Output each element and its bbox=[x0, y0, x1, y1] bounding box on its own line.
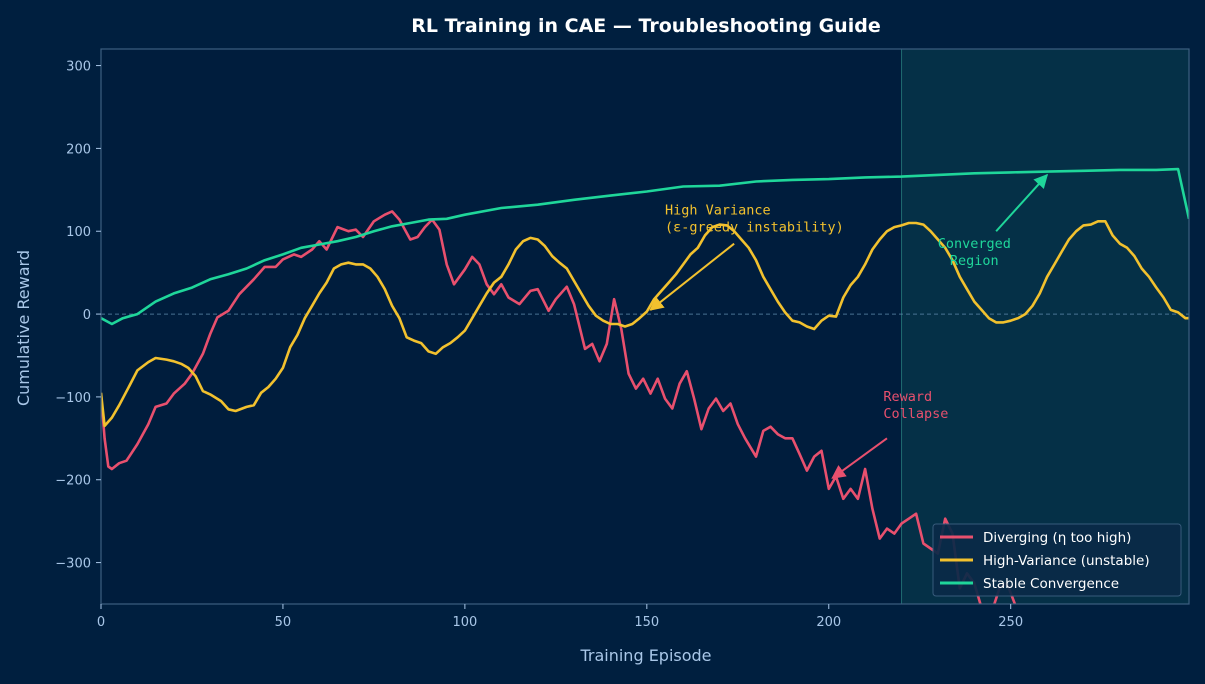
annotation-arrow bbox=[831, 437, 888, 479]
x-tick-label: 100 bbox=[452, 615, 477, 630]
x-tick-label: 200 bbox=[816, 615, 841, 630]
legend-label: Diverging (η too high) bbox=[983, 530, 1131, 546]
y-tick-label: 300 bbox=[66, 60, 91, 75]
x-tick-label: 150 bbox=[634, 615, 659, 630]
y-tick-label: −300 bbox=[55, 557, 91, 572]
converged-region-shading bbox=[901, 49, 1189, 604]
plot-area bbox=[101, 49, 1189, 604]
y-tick-label: 200 bbox=[66, 142, 91, 157]
y-tick-label: 100 bbox=[66, 225, 91, 240]
y-tick-label: 0 bbox=[83, 308, 91, 323]
x-tick-label: 250 bbox=[998, 615, 1023, 630]
annotation-text: Reward bbox=[883, 389, 932, 405]
annotation-text: Region bbox=[950, 253, 999, 269]
annotation-text: Converged bbox=[938, 236, 1011, 252]
y-axis-label: Cumulative Reward bbox=[14, 250, 33, 406]
legend bbox=[932, 523, 1182, 597]
legend-label: Stable Convergence bbox=[983, 576, 1119, 592]
x-tick-label: 50 bbox=[275, 615, 292, 630]
annotation-text: High Variance bbox=[665, 203, 771, 219]
annotation-text: Collapse bbox=[883, 406, 948, 422]
annotation-arrow bbox=[649, 242, 735, 311]
x-axis-label: Training Episode bbox=[579, 646, 711, 665]
annotation-arrow bbox=[995, 173, 1049, 232]
x-tick-label: 0 bbox=[97, 615, 105, 630]
y-tick-label: −100 bbox=[55, 391, 91, 406]
chart-title: RL Training in CAE — Troubleshooting Gui… bbox=[411, 15, 880, 37]
annotation-text: (ε-greedy instability) bbox=[665, 220, 844, 236]
legend-label: High-Variance (unstable) bbox=[983, 553, 1150, 569]
series-line-stable bbox=[101, 167, 1189, 326]
series-line-diverging bbox=[101, 210, 1017, 604]
plot-frame bbox=[100, 48, 1190, 605]
y-tick-label: −200 bbox=[55, 474, 91, 489]
